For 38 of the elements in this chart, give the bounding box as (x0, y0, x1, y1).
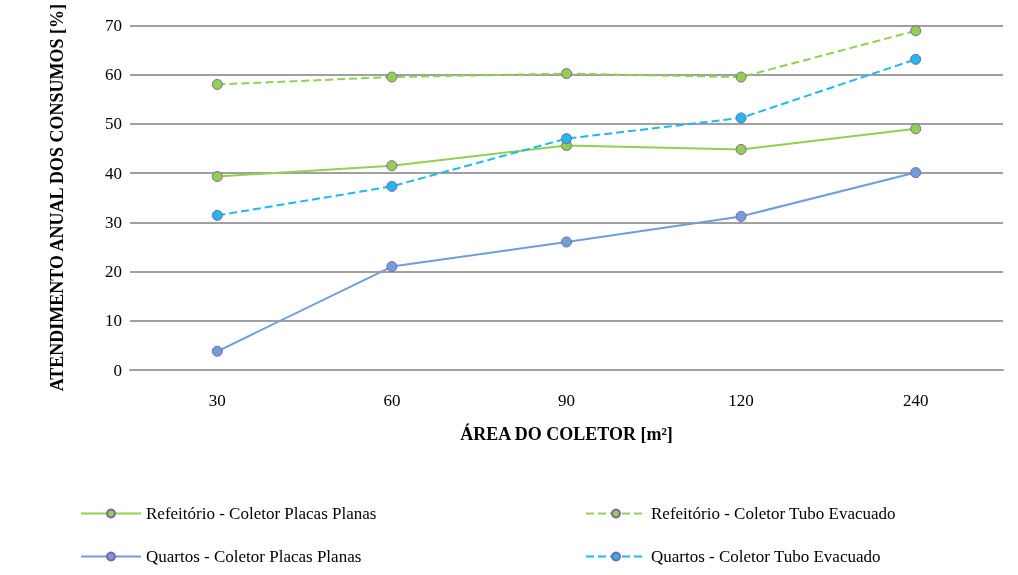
y-tick-label: 70 (105, 15, 122, 35)
y-tick-label: 30 (105, 212, 122, 232)
point (211, 171, 223, 183)
x-tick-label: 240 (902, 391, 929, 410)
point (561, 236, 572, 248)
point (735, 112, 747, 124)
point (211, 78, 223, 90)
legend-label: Quartos - Coletor Placas Planas (146, 547, 362, 566)
point (386, 71, 398, 83)
y-axis-title: ATENDIMENTO ANUAL DOS CONSUMOS [%] (47, 3, 67, 392)
point (735, 71, 747, 83)
point (386, 261, 398, 273)
x-tick-label: 90 (558, 391, 575, 410)
point (211, 345, 223, 357)
point (386, 160, 398, 172)
point (735, 143, 747, 155)
point (910, 167, 922, 179)
point (561, 68, 572, 80)
point (910, 123, 922, 135)
point (910, 53, 922, 65)
y-tick-label: 40 (105, 163, 122, 183)
legend-label: Quartos - Coletor Tubo Evacuado (651, 547, 881, 566)
point (211, 209, 223, 221)
point (386, 180, 398, 192)
x-tick-label: 120 (728, 391, 754, 410)
x-axis-title: ÁREA DO COLETOR [m²] (460, 423, 673, 444)
x-tick-label: 30 (208, 391, 226, 410)
y-tick-label: 0 (113, 360, 122, 380)
y-tick-label: 20 (105, 262, 122, 282)
x-tick-label: 60 (383, 391, 401, 410)
legend-label: Refeitório - Coletor Placas Planas (146, 504, 377, 523)
point (910, 25, 922, 37)
legend-label: Refeitório - Coletor Tubo Evacuado (651, 504, 896, 523)
y-tick-label: 60 (105, 65, 122, 85)
y-tick-label: 10 (105, 311, 122, 331)
y-tick-label: 50 (105, 114, 122, 134)
point (561, 133, 572, 145)
point (735, 210, 747, 222)
